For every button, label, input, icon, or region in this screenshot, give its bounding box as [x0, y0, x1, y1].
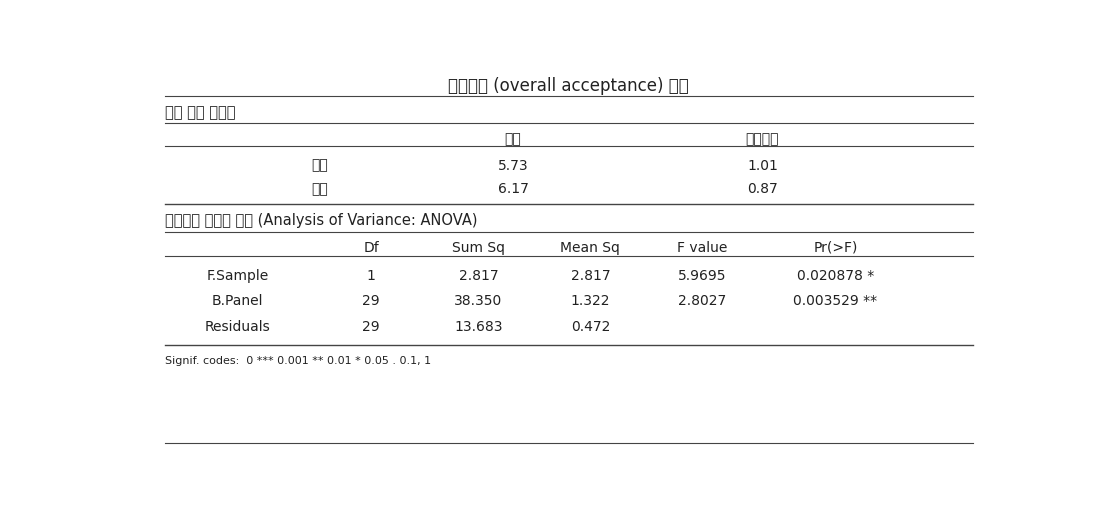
Text: 기본: 기본	[311, 159, 327, 172]
Text: 1.01: 1.01	[747, 159, 778, 172]
Text: Pr(>F): Pr(>F)	[814, 241, 858, 255]
Text: Residuals: Residuals	[205, 320, 271, 334]
Text: 0.003529 **: 0.003529 **	[794, 294, 878, 308]
Text: Df: Df	[363, 241, 379, 255]
Text: Mean Sq: Mean Sq	[561, 241, 620, 255]
Text: 1: 1	[366, 269, 375, 283]
Text: 평균: 평균	[505, 132, 522, 146]
Text: 2.817: 2.817	[571, 269, 610, 283]
Text: 5.73: 5.73	[497, 159, 528, 172]
Text: 0.87: 0.87	[747, 182, 778, 196]
Text: 2.817: 2.817	[458, 269, 498, 283]
Text: 5.9695: 5.9695	[678, 269, 726, 283]
Text: 29: 29	[362, 294, 380, 308]
Text: 0.472: 0.472	[571, 320, 610, 334]
Text: Sum Sq: Sum Sq	[452, 241, 505, 255]
Text: 0.020878 *: 0.020878 *	[797, 269, 875, 283]
Text: 기호평균 유의차 검정 (Analysis of Variance: ANOVA): 기호평균 유의차 검정 (Analysis of Variance: ANOVA…	[164, 212, 477, 227]
Text: F.Sample: F.Sample	[206, 269, 269, 283]
Text: 평균 요약 테이블: 평균 요약 테이블	[164, 105, 235, 120]
Text: 1.322: 1.322	[571, 294, 610, 308]
Text: 6.17: 6.17	[497, 182, 528, 196]
Text: 미강: 미강	[311, 182, 327, 196]
Text: 29: 29	[362, 320, 380, 334]
Text: 2.8027: 2.8027	[678, 294, 726, 308]
Text: F value: F value	[677, 241, 727, 255]
Text: 표준편차: 표준편차	[746, 132, 779, 146]
Text: B.Panel: B.Panel	[212, 294, 263, 308]
Text: 38.350: 38.350	[454, 294, 503, 308]
Text: 종합기호 (overall acceptance) 분석: 종합기호 (overall acceptance) 분석	[448, 77, 689, 95]
Text: 13.683: 13.683	[454, 320, 503, 334]
Text: Signif. codes:  0 *** 0.001 ** 0.01 * 0.05 . 0.1, 1: Signif. codes: 0 *** 0.001 ** 0.01 * 0.0…	[164, 356, 431, 366]
